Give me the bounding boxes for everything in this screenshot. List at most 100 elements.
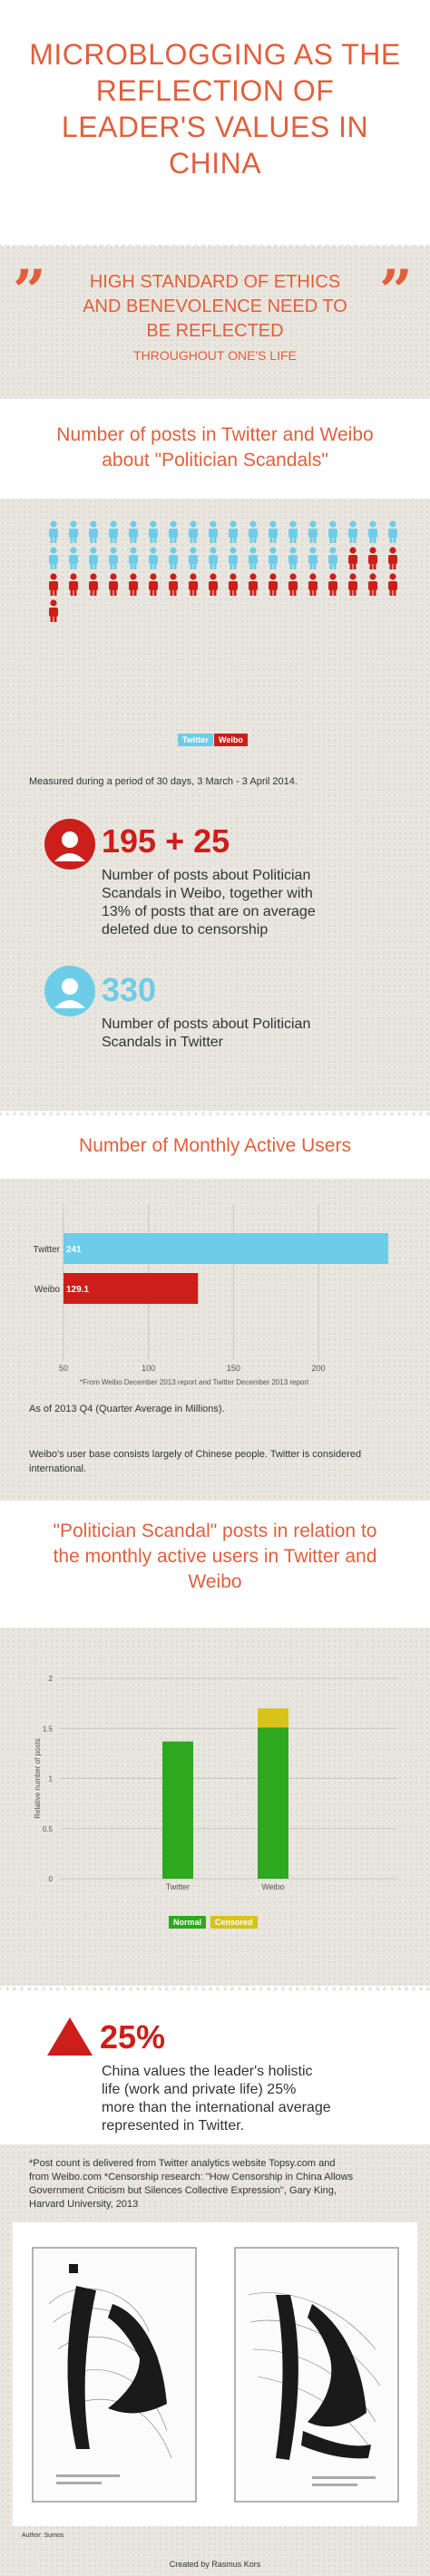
legend-weibo: Weibo (214, 734, 248, 746)
twitter-person-mark (189, 520, 198, 543)
twitter-person-mark (229, 520, 238, 543)
weibo-person-mark (368, 573, 377, 596)
weibo-person-mark (388, 547, 397, 569)
twitter-person-mark (308, 547, 318, 569)
twitter-person-mark (288, 520, 298, 543)
twitter-person-mark (328, 547, 337, 569)
twitter-person-mark (169, 520, 178, 543)
mau-title-band: Number of Monthly Active Users (0, 1115, 430, 1179)
twitter-person-mark (89, 520, 98, 543)
twitter-person-mark (189, 547, 198, 569)
weibo-person-mark (328, 573, 337, 596)
quote-line-small: THROUGHOUT ONE'S LIFE (133, 348, 297, 363)
weibo-person-mark (169, 573, 178, 596)
twitter-person-mark (169, 547, 178, 569)
mau-section-title: Number of Monthly Active Users (79, 1135, 351, 1156)
userbase-line: Weibo's user base consists largely of Ch… (29, 1449, 362, 1460)
userbase-line: international. (29, 1463, 86, 1474)
mau-quarter-note: As of 2013 Q4 (Quarter Average in Millio… (29, 1404, 225, 1414)
mau-bar-weibo (64, 1273, 199, 1304)
twitter-person-mark (69, 520, 78, 543)
footer-credit: Created by Rasmus Kors (169, 2560, 261, 2569)
zigzag-divider (0, 1111, 430, 1118)
weibo-person-mark (368, 547, 377, 569)
weibo-person-mark (348, 573, 357, 596)
mau-value-label: 129.1 (66, 1285, 89, 1295)
mau-bar-twitter (64, 1233, 388, 1264)
twitter-person-mark (229, 547, 238, 569)
mau-band: 50 100 150 200 Twitter 241 Weibo 129.1 *From We… (0, 1179, 430, 1501)
twitter-text-line: Number of posts about Politician (102, 1016, 311, 1032)
holistic-text: China values the leader's holistic life … (102, 2063, 331, 2135)
posts-band: Twitter Weibo Measured during a period o… (0, 499, 430, 1115)
twitter-user-icon (44, 966, 95, 1016)
footnotes-band: *Post count is delivered from Twitter an… (0, 2144, 430, 2576)
zigzag-divider (0, 240, 430, 248)
header-band: MICROBLOGGING AS THE REFLECTION OF LEADE… (0, 0, 430, 245)
relation-bar-twitter-normal (162, 1741, 193, 1879)
mau-tick-label: 200 (312, 1364, 326, 1373)
userbase-note: Weibo's user base consists largely of Ch… (29, 1447, 361, 1476)
twitter-stat-text: Number of posts about Politician Scandal… (102, 1016, 310, 1052)
warning-triangle-icon (47, 2017, 93, 2056)
quote-line: AND BENEVOLENCE NEED TO (83, 296, 347, 316)
twitter-person-mark (308, 520, 318, 543)
calligraphy-artwork-image (32, 2247, 399, 2503)
holistic-stat: 25% (100, 2018, 166, 2056)
mau-tick-label: 50 (59, 1364, 68, 1373)
weibo-person-mark (308, 573, 318, 596)
weibo-person-mark (348, 547, 357, 569)
posts-title-line: Number of posts in Twitter and Weibo (56, 424, 374, 445)
relation-tick-label: 2 (49, 1675, 54, 1683)
holistic-text-line: life (work and private life) 25% (102, 2082, 297, 2097)
mau-tick-label: 100 (142, 1364, 155, 1373)
twitter-person-mark (328, 520, 337, 543)
posts-title-band: Number of posts in Twitter and Weibo abo… (0, 399, 430, 499)
twitter-person-mark (209, 520, 218, 543)
weibo-text-line: Scandals in Weibo, together with (102, 886, 313, 901)
weibo-person-mark (129, 573, 138, 596)
mau-tick-label: 150 (227, 1364, 240, 1373)
twitter-person-mark (388, 520, 397, 543)
title-line: MICROBLOGGING AS THE (29, 38, 401, 71)
twitter-person-mark (149, 520, 158, 543)
weibo-person-mark (229, 573, 238, 596)
page-title: MICROBLOGGING AS THE REFLECTION OF LEADE… (0, 36, 430, 181)
close-quote-icon: ” (379, 258, 413, 326)
relation-section-title: "Politician Scandal" posts in relation t… (0, 1519, 430, 1595)
twitter-stat: 330 (102, 971, 157, 1008)
weibo-person-mark (269, 573, 278, 596)
weibo-text-line: deleted due to censorship (102, 922, 269, 938)
quote-band: ” ” HIGH STANDARD OF ETHICS AND BENEVOLE… (0, 245, 430, 399)
holistic-text-line: represented in Twitter. (102, 2118, 245, 2134)
weibo-person-mark (149, 573, 158, 596)
twitter-person-mark (129, 547, 138, 569)
twitter-person-mark (249, 520, 258, 543)
weibo-text-line: Number of posts about Politician (102, 868, 311, 883)
relation-title-line: the monthly active users in Twitter and (53, 1546, 377, 1567)
mau-source-note: *From Weibo December 2013 report and Twi… (80, 1378, 309, 1386)
weibo-person-mark (109, 573, 118, 596)
relation-y-axis-label: Relative number of posts (34, 1738, 42, 1819)
twitter-person-mark (209, 547, 218, 569)
title-line: LEADER'S VALUES IN (61, 111, 369, 143)
weibo-person-mark (89, 573, 98, 596)
weibo-text-line: 13% of posts that are on average (102, 904, 316, 919)
quote-line: HIGH STANDARD OF ETHICS (89, 272, 341, 292)
relation-tick-label: 0 (49, 1875, 54, 1883)
weibo-person-mark (388, 573, 397, 596)
measured-note: Measured during a period of 30 days, 3 M… (29, 776, 298, 787)
relation-bar-weibo-censored (258, 1708, 288, 1728)
relation-title-line: "Politician Scandal" posts in relation t… (53, 1521, 377, 1541)
twitter-person-mark (249, 547, 258, 569)
weibo-person-mark (288, 573, 298, 596)
posts-title-line: about "Politician Scandals" (102, 450, 328, 471)
mau-category-label: Twitter (34, 1245, 61, 1255)
twitter-person-mark (288, 547, 298, 569)
footnote-line: Harvard University, 2013 (29, 2199, 139, 2210)
weibo-stat: 195 + 25 (102, 822, 230, 860)
art-author: Author: Sumos (22, 2532, 64, 2539)
relation-category-label: Weibo (261, 1882, 284, 1891)
twitter-person-mark (89, 547, 98, 569)
